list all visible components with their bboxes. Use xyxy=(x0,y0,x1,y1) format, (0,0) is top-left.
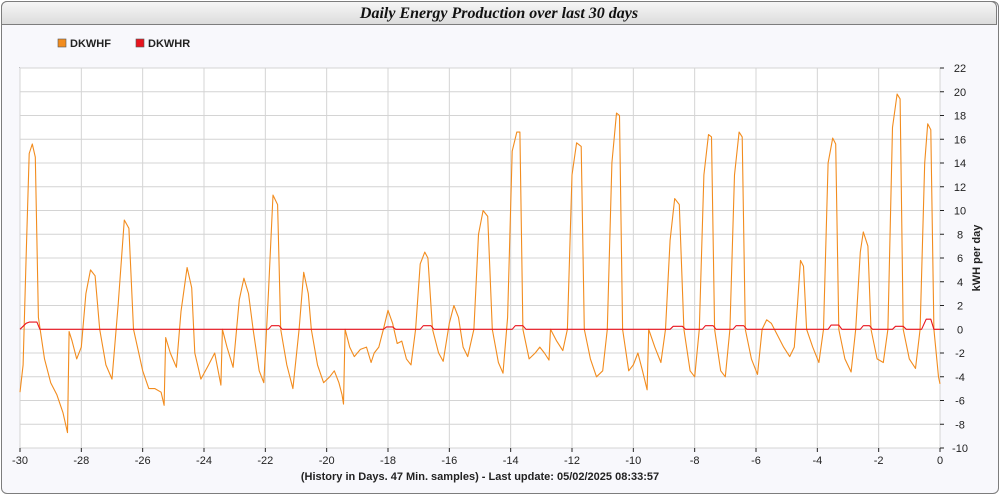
x-tick-label: -4 xyxy=(812,455,822,467)
y-tick-label: 16 xyxy=(954,134,966,146)
y-tick-label: 0 xyxy=(957,324,963,336)
legend-swatch xyxy=(135,38,145,48)
x-tick-label: -8 xyxy=(690,455,700,467)
x-tick-label: -28 xyxy=(73,455,89,467)
y-tick-label: 14 xyxy=(954,158,966,170)
x-tick-label: -16 xyxy=(441,455,457,467)
x-tick-label: 0 xyxy=(937,455,943,467)
chart-title: Daily Energy Production over last 30 day… xyxy=(359,5,639,22)
x-tick-label: -10 xyxy=(625,455,641,467)
legend-entry: DKWHR xyxy=(148,38,190,50)
y-tick-label: -10 xyxy=(952,443,968,455)
y-axis-ticks: -10 -8 -6 -4 -2 0 2 4 6 8 10 12 14 16 18 20 22 xyxy=(940,63,968,455)
x-tick-label: -18 xyxy=(380,455,396,467)
x-tick-label: -20 xyxy=(319,455,335,467)
legend: DKWHF DKWHR xyxy=(57,38,190,50)
y-tick-label: -8 xyxy=(955,419,965,431)
legend-entry: DKWHF xyxy=(70,38,111,50)
x-tick-label: -22 xyxy=(257,455,273,467)
x-tick-label: -2 xyxy=(874,455,884,467)
y-tick-label: 8 xyxy=(957,229,963,241)
series-lines xyxy=(19,93,941,434)
legend-swatch xyxy=(57,38,67,48)
y-tick-label: 10 xyxy=(954,206,966,218)
y-tick-label: -6 xyxy=(955,396,965,408)
series-line-dkwhr xyxy=(19,318,940,330)
x-tick-label: -6 xyxy=(751,455,761,467)
y-tick-label: 6 xyxy=(957,253,963,265)
y-tick-label: 22 xyxy=(954,63,966,75)
x-axis-label: (History in Days. 47 Min. samples) - Las… xyxy=(301,471,659,483)
y-tick-label: 2 xyxy=(957,301,963,313)
y-tick-label: 4 xyxy=(957,277,963,289)
y-tick-label: 18 xyxy=(954,111,966,123)
y-axis-label: kWH per day xyxy=(971,224,983,292)
chart-title-bar: Daily Energy Production over last 30 day… xyxy=(1,1,997,25)
y-tick-label: -4 xyxy=(955,372,965,384)
y-tick-label: 12 xyxy=(954,182,966,194)
x-tick-label: -14 xyxy=(503,455,519,467)
x-tick-label: -24 xyxy=(196,455,212,467)
y-tick-label: -2 xyxy=(955,348,965,360)
series-line-dkwhf xyxy=(19,93,941,434)
y-tick-label: 20 xyxy=(954,87,966,99)
x-tick-label: -26 xyxy=(135,455,151,467)
x-axis-ticks: -30 -28 -26 -24 -22 -20 -18 -16 -14 -12 -10 -8 -6 -4-… xyxy=(12,448,943,467)
x-tick-label: -30 xyxy=(12,455,28,467)
x-tick-label: -12 xyxy=(564,455,580,467)
grid-lines xyxy=(19,67,941,449)
